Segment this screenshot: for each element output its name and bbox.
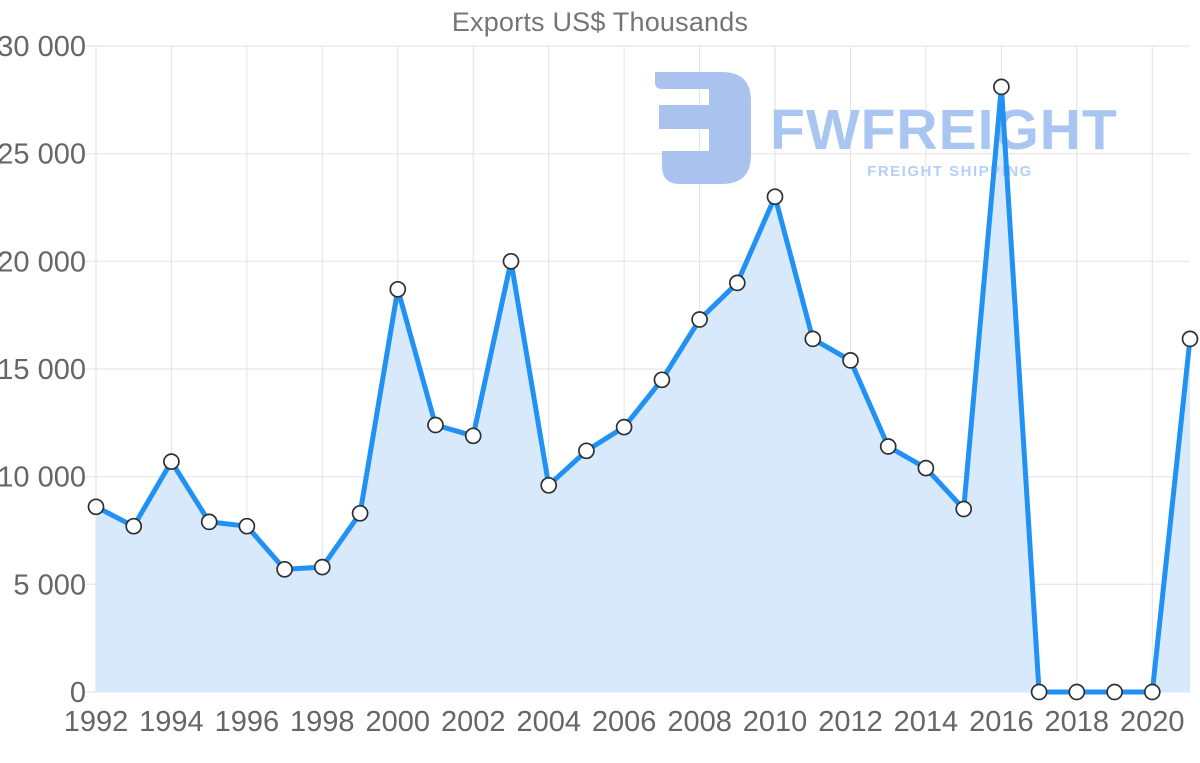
data-point-1992[interactable] (87, 498, 105, 516)
watermark-brand: FWFREIGHT (770, 98, 1118, 162)
data-point-2016[interactable] (993, 78, 1010, 96)
data-point-1994[interactable] (163, 453, 180, 470)
data-point-1993[interactable] (125, 517, 143, 535)
x-axis-label: 2008 (667, 706, 732, 738)
data-point-2010[interactable] (766, 188, 784, 206)
x-axis-label: 2012 (818, 706, 883, 738)
y-axis-label: 30 000 (0, 31, 86, 63)
fwfreight-logo-icon (654, 72, 751, 184)
data-point-2002[interactable] (464, 427, 482, 445)
data-point-2011[interactable] (804, 330, 822, 348)
x-axis-label: 2018 (1045, 706, 1110, 738)
y-axis-label: 20 000 (0, 246, 86, 278)
data-point-2004[interactable] (540, 476, 558, 494)
data-point-2012[interactable] (842, 352, 859, 369)
x-axis-label: 2004 (516, 706, 581, 738)
watermark-tagline: FREIGHT SHIPPING (867, 163, 1033, 180)
data-point-2006[interactable] (615, 418, 633, 436)
data-point-2017[interactable] (1030, 683, 1048, 701)
x-axis-label: 2020 (1120, 706, 1185, 738)
data-point-1999[interactable] (351, 504, 369, 522)
data-point-2015[interactable] (955, 500, 973, 518)
data-point-2001[interactable] (427, 416, 444, 434)
x-axis-label: 2002 (441, 706, 506, 738)
x-axis-label: 2016 (969, 706, 1034, 738)
exports-line (93, 84, 1193, 695)
data-point-1997[interactable] (276, 560, 293, 578)
x-axis-label: 2006 (592, 706, 657, 738)
data-point-2020[interactable] (1143, 683, 1161, 701)
x-axis-label: 1994 (139, 706, 204, 738)
data-point-1996[interactable] (238, 517, 256, 535)
x-axis-label: 2010 (743, 706, 808, 738)
data-point-2013[interactable] (879, 438, 897, 455)
y-axis-label: 5 000 (13, 569, 86, 601)
data-point-2007[interactable] (653, 371, 671, 389)
x-axis-label: 2000 (366, 706, 431, 738)
x-axis-label: 1992 (64, 706, 129, 738)
data-point-2014[interactable] (917, 459, 935, 477)
y-axis-label: 0 (70, 677, 86, 709)
data-point-2018[interactable] (1068, 683, 1086, 701)
data-point-2019[interactable] (1106, 683, 1123, 701)
x-axis-label: 1996 (215, 706, 280, 738)
data-point-2021[interactable] (1181, 330, 1199, 348)
data-point-2000[interactable] (389, 280, 407, 298)
x-axis-label: 2014 (894, 706, 959, 738)
y-axis-label: 15 000 (0, 354, 86, 386)
data-point-2005[interactable] (578, 442, 595, 460)
data-point-2008[interactable] (691, 311, 708, 328)
x-axis-label: 1998 (290, 706, 355, 738)
data-point-2003[interactable] (502, 252, 520, 270)
data-point-1998[interactable] (313, 558, 331, 576)
data-point-2009[interactable] (728, 274, 746, 292)
data-point-1995[interactable] (200, 513, 218, 531)
y-axis-label: 25 000 (0, 139, 86, 171)
area-fill (96, 86, 1190, 692)
y-axis-label: 10 000 (0, 462, 86, 494)
chart-title: Exports US$ Thousands (451, 7, 749, 37)
